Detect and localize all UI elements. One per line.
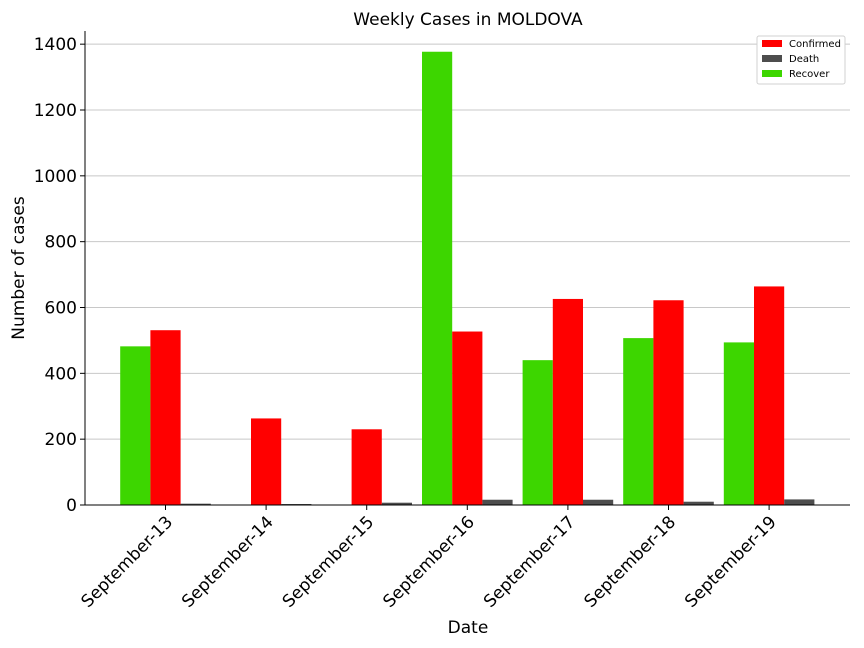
bar-death <box>482 499 513 505</box>
y-tick-label: 0 <box>66 496 77 516</box>
y-tick-label: 400 <box>45 364 77 384</box>
bar-confirmed <box>150 330 181 505</box>
bar-death <box>784 499 815 505</box>
x-axis-ticks: September-13 September-14 September-15 Sept… <box>78 505 781 612</box>
x-tick-label: September-19 <box>681 512 780 611</box>
legend-swatch-death <box>762 55 782 62</box>
bar-confirmed <box>452 331 483 505</box>
bar-confirmed <box>552 298 583 505</box>
chart-title: Weekly Cases in MOLDOVA <box>353 10 583 30</box>
x-tick-label: September-13 <box>78 512 177 611</box>
y-tick-label: 200 <box>45 430 77 450</box>
bar-confirmed <box>754 286 785 505</box>
x-tick-label: September-18 <box>581 512 680 611</box>
bar-recover <box>623 338 654 505</box>
y-axis-ticks: 0 200 400 600 800 1000 1200 1400 <box>34 35 85 516</box>
y-tick-label: 800 <box>45 233 77 253</box>
bar-death <box>180 503 211 505</box>
x-tick-label: September-14 <box>178 512 277 611</box>
legend: Confirmed Death Recover <box>756 35 846 85</box>
bar-recover <box>120 346 151 505</box>
legend-swatch-recover <box>762 70 782 77</box>
legend-label-death: Death <box>789 54 819 65</box>
bar-confirmed <box>653 300 684 505</box>
bar-death <box>683 501 714 505</box>
y-axis-label: Number of cases <box>9 196 29 340</box>
y-tick-label: 1400 <box>34 35 77 55</box>
x-axis-label: Date <box>448 618 489 638</box>
bar-confirmed <box>351 429 382 505</box>
bar-recover <box>422 51 453 506</box>
bar-recover <box>723 342 754 505</box>
gridlines <box>85 43 850 440</box>
legend-swatch-confirmed <box>762 40 782 47</box>
y-tick-label: 1000 <box>34 167 77 187</box>
x-tick-label: September-17 <box>480 512 579 611</box>
bars <box>120 51 815 506</box>
bar-recover <box>522 360 553 505</box>
y-tick-label: 1200 <box>34 101 77 121</box>
x-tick-label: September-15 <box>279 512 378 611</box>
x-tick-label: September-16 <box>379 512 478 611</box>
bar-death <box>583 499 614 505</box>
bar-confirmed <box>251 418 282 505</box>
bar-death <box>381 502 412 505</box>
legend-label-recover: Recover <box>789 69 830 80</box>
y-tick-label: 600 <box>45 299 77 319</box>
legend-label-confirmed: Confirmed <box>789 39 841 50</box>
